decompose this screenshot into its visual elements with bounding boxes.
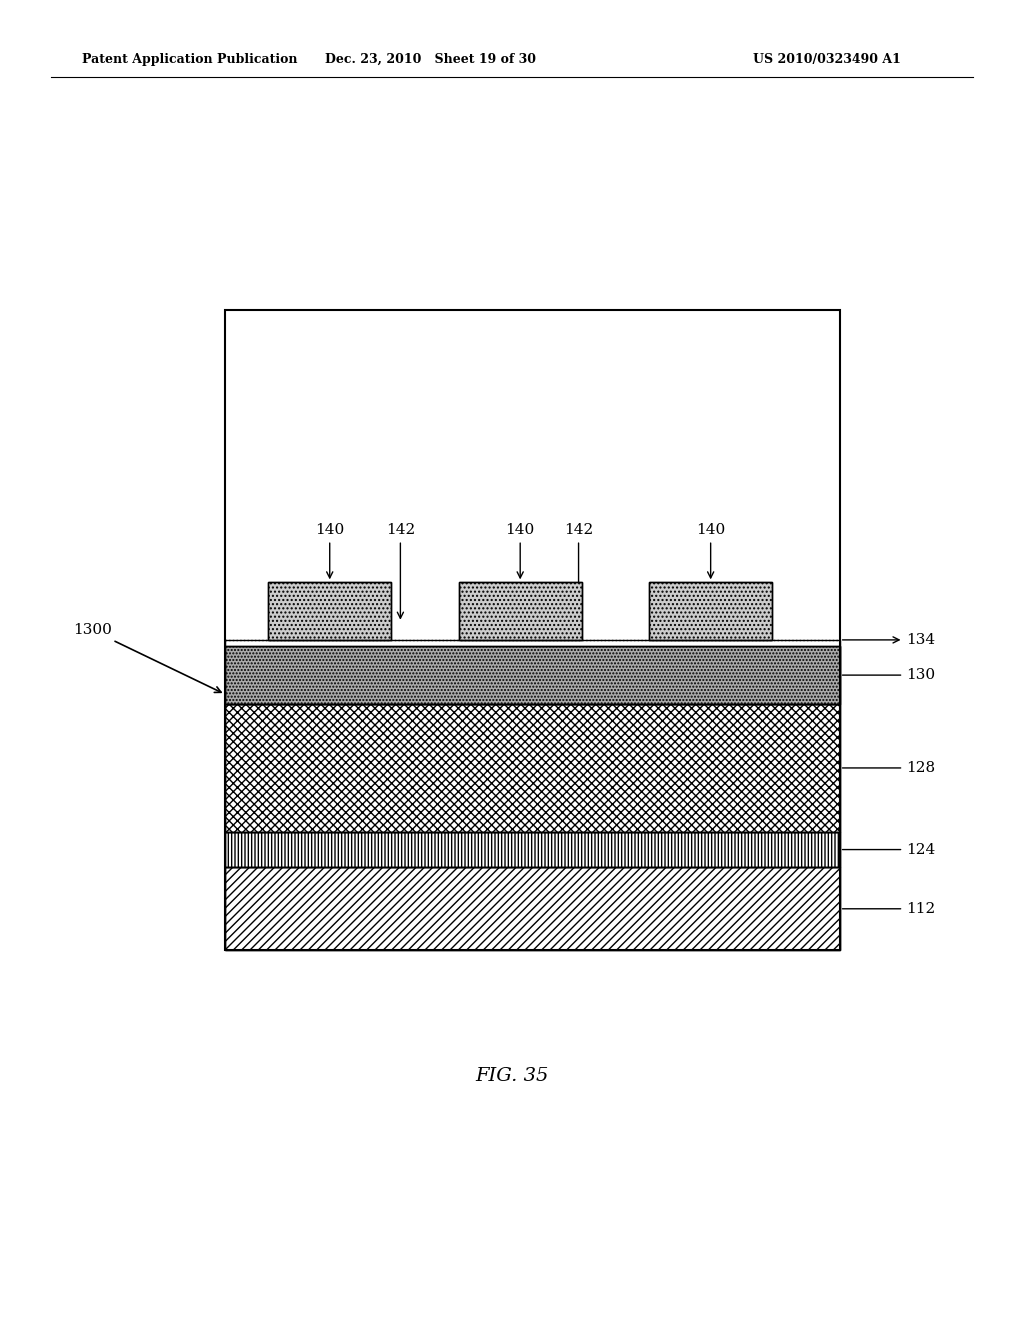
Text: 142: 142 xyxy=(386,524,415,618)
Bar xyxy=(225,704,840,832)
Text: Dec. 23, 2010   Sheet 19 of 30: Dec. 23, 2010 Sheet 19 of 30 xyxy=(325,53,536,66)
Bar xyxy=(225,832,840,867)
Bar xyxy=(225,867,840,950)
Text: 140: 140 xyxy=(696,524,725,578)
Text: US 2010/0323490 A1: US 2010/0323490 A1 xyxy=(754,53,901,66)
Bar xyxy=(225,647,840,704)
Bar xyxy=(225,640,840,647)
Text: 128: 128 xyxy=(843,760,935,775)
Bar xyxy=(225,310,840,950)
Bar xyxy=(225,647,840,704)
Bar xyxy=(225,867,840,950)
Text: 140: 140 xyxy=(315,524,344,578)
Bar xyxy=(649,582,772,640)
Text: FIG. 35: FIG. 35 xyxy=(475,1067,549,1085)
Bar xyxy=(268,582,391,640)
Text: 140: 140 xyxy=(506,524,535,578)
Text: 130: 130 xyxy=(843,668,935,682)
Bar xyxy=(649,582,772,640)
Bar xyxy=(268,582,391,640)
Bar xyxy=(225,647,840,704)
Bar xyxy=(225,704,840,832)
Text: 134: 134 xyxy=(843,632,935,647)
Bar xyxy=(459,582,582,640)
Text: 1300: 1300 xyxy=(73,623,221,693)
Bar xyxy=(225,832,840,867)
Text: Patent Application Publication: Patent Application Publication xyxy=(82,53,297,66)
Text: 112: 112 xyxy=(843,902,936,916)
Text: 142: 142 xyxy=(564,524,593,618)
Bar xyxy=(459,582,582,640)
Text: 124: 124 xyxy=(843,842,936,857)
